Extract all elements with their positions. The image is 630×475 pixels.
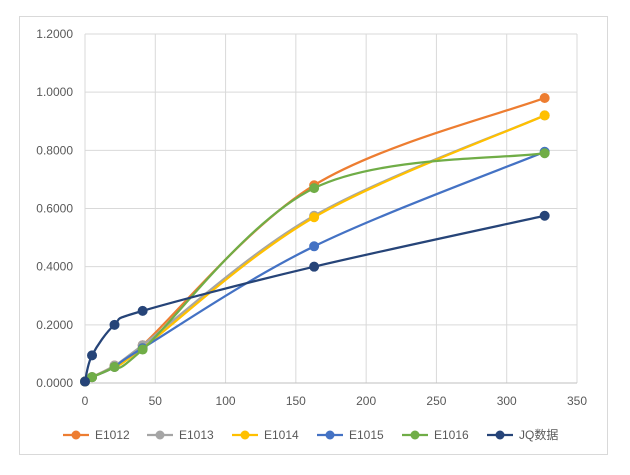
- y-tick-label: 1.0000: [36, 85, 73, 99]
- legend-swatch-marker: [495, 430, 505, 440]
- x-tick-label: 50: [149, 394, 163, 408]
- data-point: [109, 362, 120, 373]
- legend-label: E1015: [349, 428, 384, 442]
- y-tick-label: 0.2000: [36, 318, 73, 332]
- data-point: [539, 92, 550, 103]
- y-tick-label: 0.8000: [36, 143, 73, 157]
- legend-label: JQ数据: [519, 427, 558, 442]
- x-tick-label: 250: [426, 394, 446, 408]
- y-tick-label: 1.2000: [36, 27, 73, 41]
- data-point: [87, 372, 98, 383]
- data-point: [137, 344, 148, 355]
- x-tick-label: 100: [216, 394, 236, 408]
- x-tick-label: 0: [82, 394, 89, 408]
- legend-swatch-marker: [410, 430, 420, 440]
- series-group: [80, 92, 550, 387]
- data-point: [539, 110, 550, 121]
- legend-swatch-marker: [240, 430, 250, 440]
- legend-item: E1015: [317, 428, 384, 442]
- data-point: [137, 305, 148, 316]
- legend-swatch-marker: [71, 430, 81, 440]
- legend-label: E1012: [95, 428, 130, 442]
- data-point: [309, 261, 320, 272]
- legend-label: E1013: [179, 428, 214, 442]
- series-line: [83, 214, 545, 382]
- data-point: [87, 350, 98, 361]
- chart-area: [19, 16, 608, 455]
- data-point: [539, 210, 550, 221]
- data-point: [539, 148, 550, 159]
- x-tick-label: 200: [356, 394, 376, 408]
- legend-item: E1016: [402, 428, 469, 442]
- axes: 0 50 100 150 200 250 300 350 0.0000 0.2000 0.4000 0…: [36, 27, 587, 408]
- y-tick-label: 0.4000: [36, 260, 73, 274]
- y-tick-label: 0.6000: [36, 202, 73, 216]
- data-point: [80, 376, 90, 387]
- legend-item: JQ数据: [487, 427, 558, 442]
- legend-label: E1014: [264, 428, 299, 442]
- x-tick-label: 300: [497, 394, 517, 408]
- data-point: [309, 241, 320, 252]
- legend-item: E1013: [147, 428, 214, 442]
- x-tick-label: 150: [286, 394, 306, 408]
- y-tick-label: 0.0000: [36, 376, 73, 390]
- data-point: [309, 183, 320, 194]
- legend: E1012 E1013 E1014 E1015 E1016 JQ数据: [63, 427, 558, 442]
- series-jq--group: [80, 210, 550, 387]
- legend-item: E1012: [63, 428, 130, 442]
- data-point: [309, 212, 320, 223]
- legend-swatch-marker: [155, 430, 165, 440]
- legend-label: E1016: [434, 428, 469, 442]
- legend-item: E1014: [232, 428, 299, 442]
- x-tick-label: 350: [567, 394, 587, 408]
- data-point: [109, 319, 120, 330]
- legend-swatch-marker: [325, 430, 335, 440]
